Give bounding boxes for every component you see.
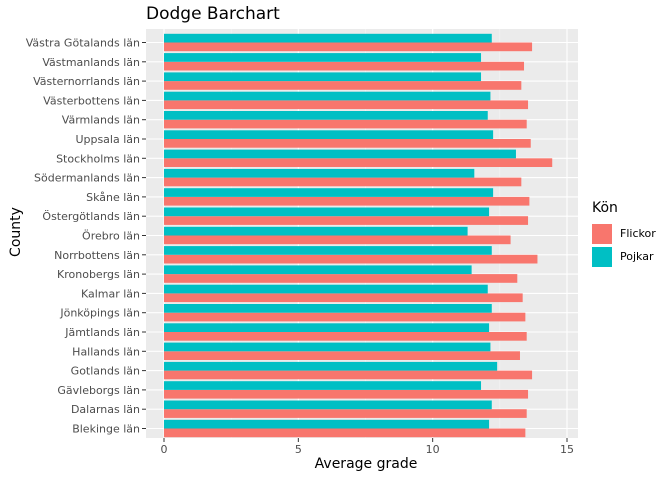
bar-flickor: [164, 409, 527, 418]
legend-label-flickor: Flickor: [620, 227, 656, 240]
bar-pojkar: [164, 168, 475, 178]
y-tick-label: Kalmar län: [81, 287, 140, 300]
y-tick-label: Jönköpings län: [59, 307, 140, 320]
y-tick-label: Norrbottens län: [54, 249, 140, 262]
bar-pojkar: [164, 265, 472, 275]
y-tick-label: Skåne län: [86, 191, 140, 204]
bar-pojkar: [164, 207, 490, 217]
legend-title: Kön: [592, 200, 618, 216]
bar-flickor: [164, 312, 526, 322]
bar-pojkar: [164, 419, 490, 429]
x-tick-label: 15: [560, 443, 574, 456]
bar-flickor: [164, 428, 526, 438]
bar-pojkar: [164, 284, 488, 294]
bar-flickor: [164, 42, 533, 52]
legend-item-pojkar: Pojkar: [592, 245, 656, 268]
y-axis-title: County: [8, 207, 24, 257]
bar-flickor: [164, 254, 538, 264]
x-tick-label: 5: [295, 443, 302, 456]
bar-flickor: [164, 100, 529, 110]
bar-pojkar: [164, 400, 492, 410]
bar-pojkar: [164, 246, 492, 255]
bar-pojkar: [164, 188, 494, 197]
y-tick-label: Dalarnas län: [71, 403, 140, 416]
y-tick-label: Gotlands län: [71, 365, 140, 378]
y-tick-label: Västerbottens län: [43, 94, 140, 107]
x-axis-title: Average grade: [314, 456, 418, 472]
y-tick-label: Västernorrlands län: [33, 75, 140, 88]
bar-flickor: [164, 235, 511, 245]
y-tick-label: Uppsala län: [75, 133, 140, 146]
bar-flickor: [164, 293, 523, 303]
y-tick-label: Gävleborgs län: [57, 384, 140, 397]
bar-pojkar: [164, 149, 516, 159]
y-tick-label: Blekinge län: [72, 423, 140, 436]
y-tick-label: Jämtlands län: [64, 326, 140, 339]
bar-flickor: [164, 196, 530, 206]
bar-flickor: [164, 351, 520, 360]
y-tick-label: Kronobergs län: [57, 268, 140, 281]
bar-pojkar: [164, 53, 482, 62]
y-tick-label: Värmlands län: [62, 114, 140, 127]
legend-key-pojkar: [592, 246, 612, 267]
x-tick-label: 0: [161, 443, 168, 456]
bar-flickor: [164, 389, 529, 399]
y-tick-label: Västra Götalands län: [26, 37, 140, 50]
legend: Kön Flickor Pojkar: [592, 200, 656, 268]
y-tick-label: Hallands län: [72, 345, 140, 358]
bar-flickor: [164, 177, 522, 187]
legend-item-flickor: Flickor: [592, 222, 656, 245]
x-tick-label: 10: [426, 443, 440, 456]
bar-flickor: [164, 81, 522, 90]
bar-flickor: [164, 61, 525, 71]
y-tick-label: Västmanlands län: [42, 56, 140, 69]
bar-pojkar: [164, 111, 488, 120]
bar-pojkar: [164, 342, 491, 352]
bar-pojkar: [164, 226, 468, 236]
bar-pojkar: [164, 130, 494, 139]
bar-pojkar: [164, 361, 498, 371]
bar-pojkar: [164, 323, 490, 332]
bar-flickor: [164, 139, 531, 148]
y-tick-label: Örebro län: [82, 230, 140, 243]
y-tick-label: Södermanlands län: [34, 172, 140, 185]
y-tick-label: Östergötlands län: [42, 210, 140, 223]
bar-flickor: [164, 216, 529, 225]
legend-label-pojkar: Pojkar: [620, 250, 654, 263]
y-tick-label: Stockholms län: [56, 152, 140, 165]
bar-pojkar: [164, 381, 482, 390]
bar-flickor: [164, 119, 527, 129]
legend-key-flickor: [592, 223, 612, 244]
chart-title: Dodge Barchart: [146, 4, 280, 24]
bar-flickor: [164, 370, 533, 380]
bar-flickor: [164, 158, 553, 167]
bar-flickor: [164, 274, 518, 283]
bar-pojkar: [164, 304, 492, 313]
bar-pojkar: [164, 33, 492, 43]
bar-pojkar: [164, 91, 491, 101]
bar-flickor: [164, 332, 527, 341]
bar-pojkar: [164, 72, 482, 82]
